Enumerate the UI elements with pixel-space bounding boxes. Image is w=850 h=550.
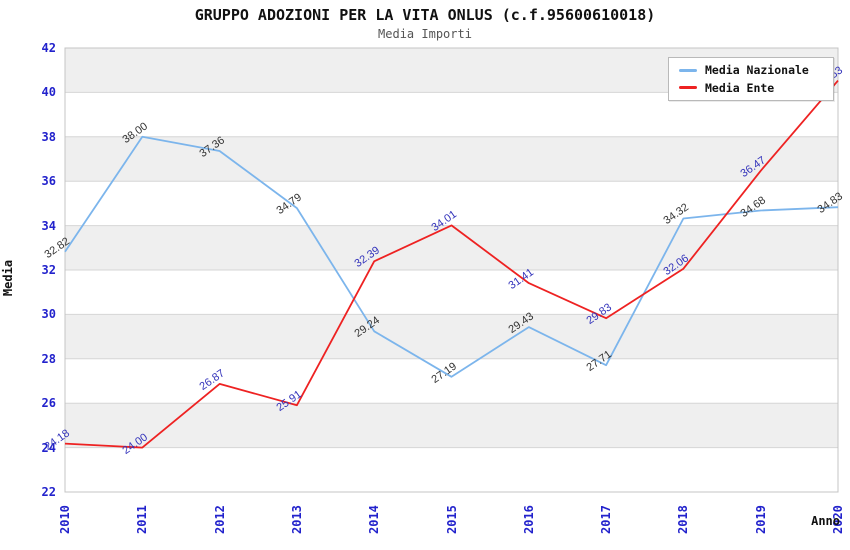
y-tick-label: 38: [41, 129, 56, 144]
series-line-media-ente[interactable]: [64, 80, 839, 449]
legend-label-media-nazionale: Media Nazionale: [705, 63, 809, 78]
grid-band: [65, 403, 838, 448]
x-tick-label: 2014: [367, 505, 382, 534]
media-nazionale-line-swatch: [679, 68, 697, 72]
grid-band: [65, 314, 838, 359]
x-tick-label: 2019: [753, 505, 768, 534]
x-tick-label: 2017: [599, 505, 614, 534]
y-tick-label: 28: [41, 351, 56, 366]
x-tick-label: 2012: [212, 505, 227, 534]
x-tick-label: 2010: [58, 505, 72, 534]
x-axis-title: Anno: [811, 514, 840, 528]
grid-band: [65, 225, 838, 270]
legend-item-media-ente[interactable]: Media Ente: [669, 81, 833, 95]
legend: Media Nazionale Media Ente: [668, 57, 834, 101]
chart-title: GRUPPO ADOZIONI PER LA VITA ONLUS (c.f.9…: [194, 6, 656, 24]
y-tick-label: 30: [41, 307, 56, 322]
y-tick-label: 24: [41, 440, 56, 455]
y-tick-label: 40: [41, 85, 56, 100]
legend-label-media-ente: Media Ente: [705, 80, 775, 95]
y-axis-title: Media: [1, 259, 15, 297]
y-tick-label: 22: [41, 485, 56, 499]
grid-band: [65, 136, 838, 182]
legend-item-media-nazionale[interactable]: Media Nazionale: [669, 63, 833, 77]
y-tick-label: 42: [41, 41, 56, 55]
media-ente-line-swatch: [679, 86, 697, 90]
y-tick-label: 34: [41, 218, 56, 233]
y-tick-label: 26: [41, 396, 56, 411]
x-tick-label: 2015: [444, 505, 459, 534]
x-tick-label: 2013: [289, 505, 304, 534]
x-tick-label: 2018: [676, 505, 691, 534]
plot-border: [64, 47, 839, 493]
series-line-media-nazionale[interactable]: [64, 135, 839, 378]
y-tick-label: 36: [41, 174, 56, 189]
chart-subtitle: Media Importi: [378, 27, 472, 41]
x-tick-label: 2011: [135, 505, 150, 534]
x-tick-label: 2016: [521, 505, 536, 534]
y-tick-label: 32: [41, 263, 56, 277]
